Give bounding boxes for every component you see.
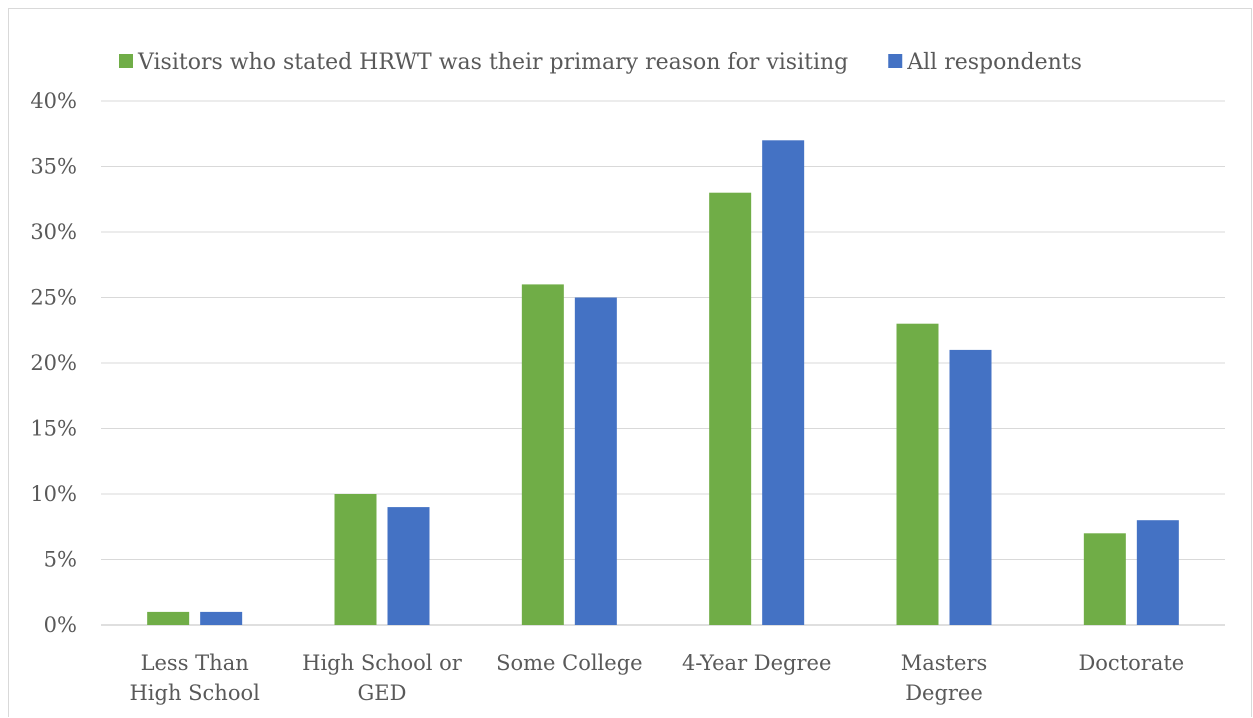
bar-all-respondents xyxy=(200,611,243,625)
bar-hrwt-primary xyxy=(896,323,939,625)
bar-all-respondents xyxy=(762,140,805,626)
y-tick-label: 25% xyxy=(30,286,77,310)
legend-swatch xyxy=(119,54,133,68)
legend: Visitors who stated HRWT was their prima… xyxy=(119,50,1082,75)
bar-all-respondents xyxy=(387,507,430,625)
chart-frame: 0% 5% 10% 15% 20% 25% 30% 35% 40% Less Than High … xyxy=(8,8,1252,717)
legend-label: Visitors who stated HRWT was their prima… xyxy=(137,50,848,75)
bar-hrwt-primary xyxy=(709,192,752,625)
legend-swatch xyxy=(888,54,903,68)
gridlines xyxy=(101,100,1225,626)
bar-chart: 0% 5% 10% 15% 20% 25% 30% 35% 40% Less Than High … xyxy=(30,50,1225,705)
y-tick-label: 10% xyxy=(30,482,77,506)
bar-hrwt-primary xyxy=(334,494,377,625)
y-tick-label: 15% xyxy=(30,417,77,441)
y-tick-label: 35% xyxy=(30,155,77,179)
category-label: Doctorate xyxy=(1078,651,1184,675)
legend-label: All respondents xyxy=(906,50,1082,75)
y-tick-label: 20% xyxy=(30,351,77,375)
y-tick-label: 40% xyxy=(30,89,77,113)
category-axis: Less Than High School High School or GED Som… xyxy=(129,651,1184,705)
category-label: 4-Year Degree xyxy=(682,651,831,675)
bar-hrwt-primary xyxy=(521,284,564,625)
y-tick-label: 0% xyxy=(44,613,77,637)
category-label: High School or GED xyxy=(302,651,463,705)
y-tick-label: 30% xyxy=(30,220,77,244)
bar-hrwt-primary xyxy=(147,611,190,625)
category-label: Masters Degree xyxy=(901,651,987,705)
bar-hrwt-primary xyxy=(1083,533,1126,625)
bar-all-respondents xyxy=(1136,520,1179,625)
category-label: Less Than High School xyxy=(129,651,260,705)
bar-all-respondents xyxy=(574,297,617,625)
category-label: Some College xyxy=(496,651,643,675)
y-axis-ticks: 0% 5% 10% 15% 20% 25% 30% 35% 40% xyxy=(30,89,77,637)
bar-all-respondents xyxy=(949,349,992,625)
bars xyxy=(147,140,1179,626)
y-tick-label: 5% xyxy=(44,548,77,572)
